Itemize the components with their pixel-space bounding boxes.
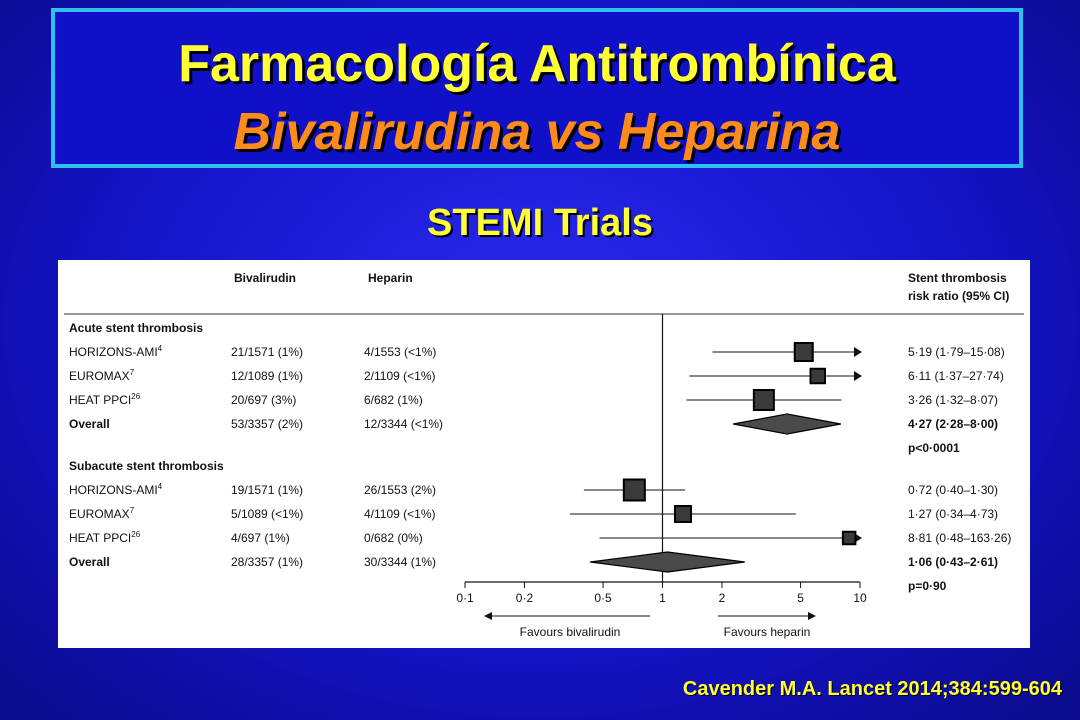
study-name: HEAT PPCI26 [69,530,141,545]
risk-ratio-value: 8·81 (0·48–163·26) [908,531,1011,545]
heparin-events: 4/1553 (<1%) [364,345,436,359]
bivalirudin-events: 5/1089 (<1%) [231,507,303,521]
risk-ratio-value: 3·26 (1·32–8·07) [908,393,998,407]
ci-arrowhead [854,371,862,381]
x-tick-label: 5 [797,591,804,605]
citation: Cavender M.A. Lancet 2014;384:599-604 [682,678,1062,700]
forest-plot-figure: Bivalirudin Heparin Stent thrombosis risk r… [58,260,1030,648]
bivalirudin-events: 19/1571 (1%) [231,483,303,497]
point-estimate-square [752,389,775,411]
risk-ratio-value: 6·11 (1·37–27·74) [908,369,1004,383]
overall-label: Overall [69,555,110,569]
risk-ratio-value: 0·72 (0·40–1·30) [908,483,998,497]
heparin-events: 4/1109 (<1%) [364,507,436,521]
p-value: p=0·90 [908,579,947,593]
bivalirudin-events: 21/1571 (1%) [231,345,303,359]
x-tick-label: 0·5 [594,591,612,605]
x-tick-label: 10 [853,591,867,605]
overall-heparin-events: 12/3344 (<1%) [364,417,443,431]
favours-heparin-label: Favours heparin [724,625,811,639]
overall-diamond [733,413,841,435]
section-heading: STEMI Trials [427,202,653,244]
header-bivalirudin: Bivalirudin [234,271,296,285]
header-heparin: Heparin [368,271,413,285]
heparin-events: 26/1553 (2%) [364,483,436,497]
overall-bivalirudin-events: 53/3357 (2%) [231,417,303,431]
slide-subtitle-italic: Bivalirudina vs Heparina [233,103,841,161]
bivalirudin-events: 4/697 (1%) [231,531,290,545]
ci-arrowhead [854,347,862,357]
p-value: p<0·0001 [908,441,960,455]
header-risk-ratio-line2: risk ratio (95% CI) [908,289,1009,303]
x-tick-label: 1 [659,591,666,605]
title-box: Farmacología Antitrombínica Bivalirudina… [51,8,1023,168]
group-title: Acute stent thrombosis [69,321,203,335]
point-estimate-square [674,505,693,523]
x-tick-label: 0·1 [456,591,474,605]
risk-ratio-value: 5·19 (1·79–15·08) [908,345,1005,359]
point-estimate-square [841,530,857,546]
group-title: Subacute stent thrombosis [69,459,224,473]
overall-bivalirudin-events: 28/3357 (1%) [231,555,303,569]
bivalirudin-events: 12/1089 (1%) [231,369,303,383]
overall-label: Overall [69,417,110,431]
heparin-events: 2/1109 (<1%) [364,369,436,383]
header-risk-ratio-line1: Stent thrombosis [908,271,1007,285]
heparin-events: 0/682 (0%) [364,531,423,545]
point-estimate-square [793,342,814,362]
overall-risk-ratio-value: 4·27 (2·28–8·00) [908,417,998,431]
study-name: EUROMAX7 [69,506,135,521]
favours-left-arrowhead [484,612,492,620]
study-name: HORIZONS-AMI4 [69,344,163,359]
point-estimate-square [622,478,646,502]
overall-heparin-events: 30/3344 (1%) [364,555,436,569]
x-tick-label: 2 [719,591,726,605]
study-name: HEAT PPCI26 [69,392,141,407]
favours-bivalirudin-label: Favours bivalirudin [520,625,621,639]
risk-ratio-value: 1·27 (0·34–4·73) [908,507,998,521]
slide-title: Farmacología Antitrombínica [178,35,896,93]
overall-risk-ratio-value: 1·06 (0·43–2·61) [908,555,998,569]
point-estimate-square [809,367,826,385]
study-name: HORIZONS-AMI4 [69,482,163,497]
forest-plot: Bivalirudin Heparin Stent thrombosis risk r… [64,271,1024,639]
heparin-events: 6/682 (1%) [364,393,423,407]
overall-diamond [590,551,745,573]
bivalirudin-events: 20/697 (3%) [231,393,296,407]
study-name: EUROMAX7 [69,368,135,383]
x-tick-label: 0·2 [516,591,534,605]
favours-right-arrowhead [808,612,816,620]
